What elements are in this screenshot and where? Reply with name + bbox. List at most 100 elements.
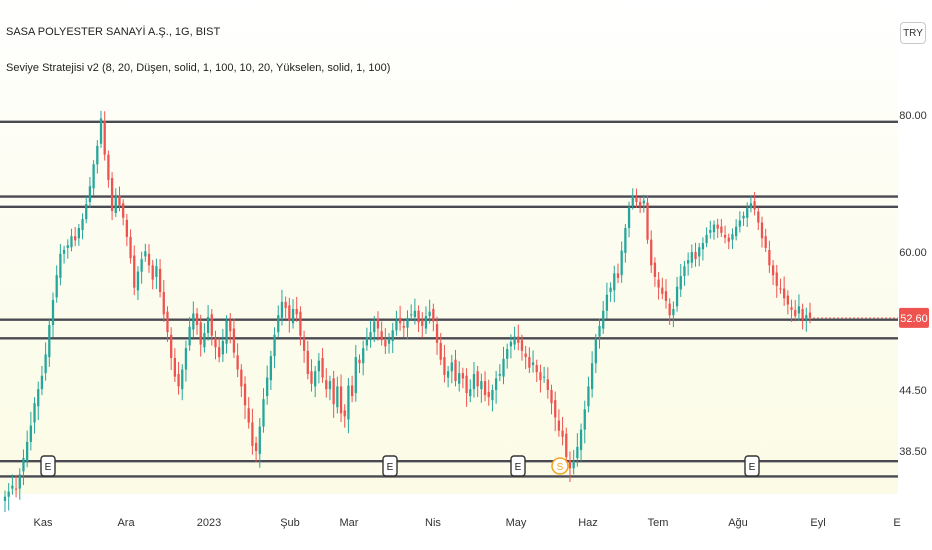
candle[interactable] xyxy=(229,312,232,344)
candle[interactable] xyxy=(613,265,616,303)
candle[interactable] xyxy=(92,160,95,196)
candle[interactable] xyxy=(535,359,538,382)
candle[interactable] xyxy=(325,368,328,398)
candle[interactable] xyxy=(790,299,793,322)
earnings-marker[interactable]: E xyxy=(744,455,760,477)
candle[interactable] xyxy=(302,330,306,363)
candle[interactable] xyxy=(801,303,804,330)
candle[interactable] xyxy=(350,375,354,403)
candle[interactable] xyxy=(314,365,317,398)
candle[interactable] xyxy=(70,228,73,252)
candle[interactable] xyxy=(476,365,479,398)
candle[interactable] xyxy=(668,298,671,326)
candle[interactable] xyxy=(144,243,147,262)
candle[interactable] xyxy=(384,328,387,354)
candle[interactable] xyxy=(362,340,365,376)
candle[interactable] xyxy=(232,318,236,358)
candle[interactable] xyxy=(225,315,228,354)
candle[interactable] xyxy=(421,312,424,338)
candle[interactable] xyxy=(679,264,682,297)
candle[interactable] xyxy=(723,225,727,244)
candle[interactable] xyxy=(465,368,468,407)
candle[interactable] xyxy=(37,381,40,420)
candle[interactable] xyxy=(520,334,524,361)
candle[interactable] xyxy=(616,263,620,284)
candle[interactable] xyxy=(328,375,332,401)
candle[interactable] xyxy=(48,319,51,367)
candle[interactable] xyxy=(240,364,243,398)
candle[interactable] xyxy=(435,316,439,355)
candle[interactable] xyxy=(432,303,435,332)
candle[interactable] xyxy=(609,282,612,302)
candle[interactable] xyxy=(698,243,701,267)
candle[interactable] xyxy=(140,251,143,284)
candle[interactable] xyxy=(395,310,398,336)
candle[interactable] xyxy=(631,188,634,210)
candle[interactable] xyxy=(786,290,789,315)
candle[interactable] xyxy=(103,111,106,161)
candle[interactable] xyxy=(221,329,225,362)
candle[interactable] xyxy=(373,316,376,342)
candle[interactable] xyxy=(273,327,276,369)
candle[interactable] xyxy=(251,408,254,455)
candle[interactable] xyxy=(387,333,391,354)
candle[interactable] xyxy=(602,300,605,334)
candle[interactable] xyxy=(166,306,169,342)
candle[interactable] xyxy=(424,306,428,334)
candle[interactable] xyxy=(291,299,295,329)
candle[interactable] xyxy=(317,353,321,384)
candle[interactable] xyxy=(391,322,394,354)
candle[interactable] xyxy=(195,308,199,335)
candle[interactable] xyxy=(657,272,660,300)
candle[interactable] xyxy=(40,365,44,396)
earnings-marker[interactable]: E xyxy=(40,455,56,477)
candle[interactable] xyxy=(59,244,62,286)
candle[interactable] xyxy=(620,241,623,283)
candle[interactable] xyxy=(583,400,586,444)
candle[interactable] xyxy=(461,367,465,389)
candle[interactable] xyxy=(428,299,431,324)
candle[interactable] xyxy=(380,321,383,346)
candle[interactable] xyxy=(742,211,745,226)
candle[interactable] xyxy=(74,226,77,247)
candle[interactable] xyxy=(749,195,753,213)
candle[interactable] xyxy=(539,364,542,393)
candle[interactable] xyxy=(358,354,361,374)
candle[interactable] xyxy=(624,223,627,263)
candle[interactable] xyxy=(454,349,457,387)
candle[interactable] xyxy=(177,361,180,395)
candle[interactable] xyxy=(14,474,18,498)
candle[interactable] xyxy=(81,213,84,240)
candle[interactable] xyxy=(738,211,741,233)
currency-button[interactable]: TRY xyxy=(900,22,926,44)
candle[interactable] xyxy=(653,257,657,287)
candle[interactable] xyxy=(753,192,756,216)
candle[interactable] xyxy=(502,346,505,385)
candle[interactable] xyxy=(206,304,210,341)
symbol-legend[interactable]: SASA POLYESTER SANAYİ A.Ş., 1G, BIST xyxy=(6,26,221,38)
candle[interactable] xyxy=(768,240,771,273)
candle[interactable] xyxy=(214,330,217,360)
earnings-marker[interactable]: E xyxy=(382,455,398,477)
candle[interactable] xyxy=(446,365,450,388)
candle[interactable] xyxy=(11,474,14,495)
candle[interactable] xyxy=(110,172,114,221)
candle[interactable] xyxy=(402,320,405,338)
candle[interactable] xyxy=(55,265,58,303)
candle[interactable] xyxy=(210,308,213,346)
candle[interactable] xyxy=(443,345,446,383)
candle[interactable] xyxy=(284,296,287,318)
candle[interactable] xyxy=(661,277,664,300)
candle[interactable] xyxy=(62,245,66,264)
candle[interactable] xyxy=(343,404,346,428)
split-marker[interactable]: S xyxy=(551,457,569,475)
candle[interactable] xyxy=(546,367,549,399)
candle[interactable] xyxy=(107,150,110,188)
candle[interactable] xyxy=(494,370,498,404)
indicator-legend[interactable]: Seviye Stratejisi v2 (8, 20, Düşen, soli… xyxy=(6,62,391,74)
candle[interactable] xyxy=(672,301,675,328)
candle[interactable] xyxy=(775,264,778,298)
candle[interactable] xyxy=(701,237,705,261)
candle[interactable] xyxy=(764,228,767,252)
